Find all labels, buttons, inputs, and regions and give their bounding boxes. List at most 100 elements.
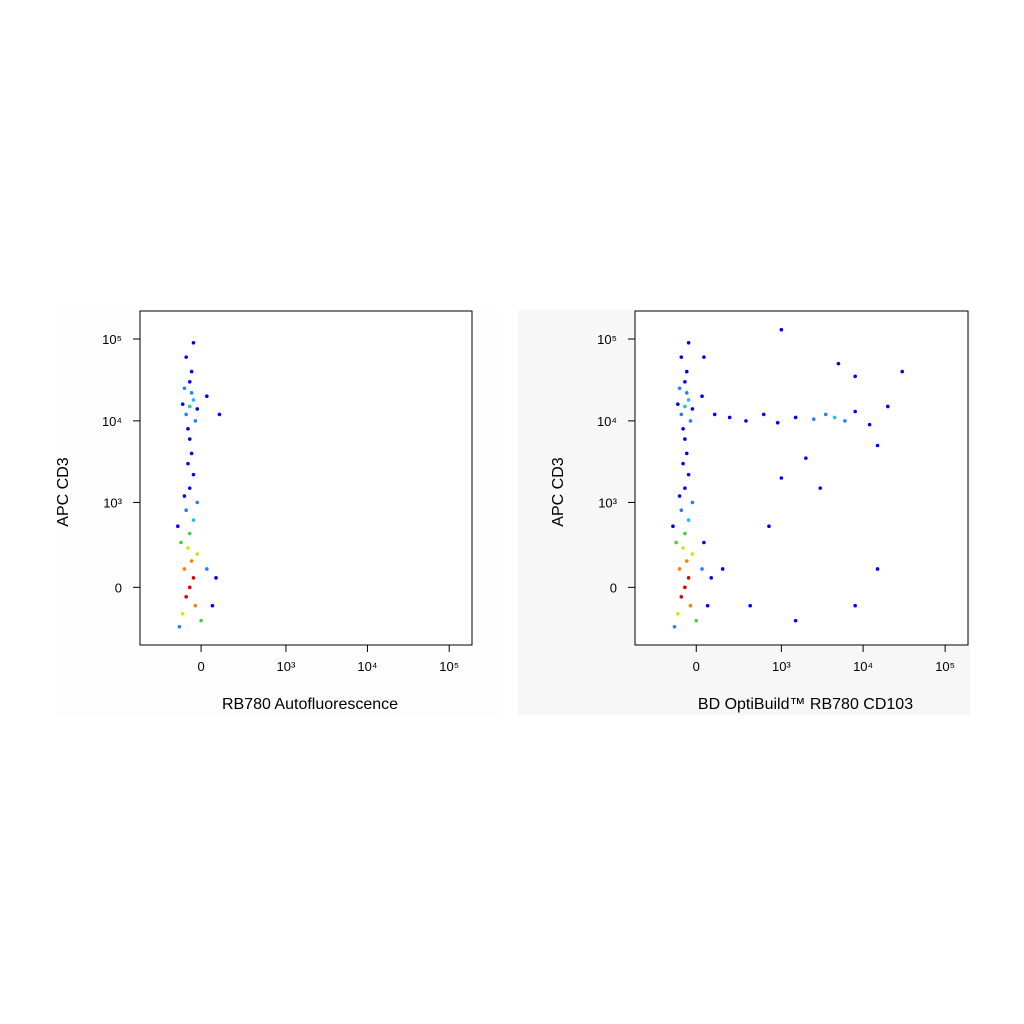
event-dot bbox=[677, 567, 682, 571]
event-dot bbox=[189, 559, 194, 563]
plot-frame bbox=[634, 310, 969, 646]
event-dot bbox=[677, 386, 682, 391]
event-dot bbox=[727, 415, 732, 420]
event-dot bbox=[683, 437, 687, 441]
x-tick-label: 10⁴ bbox=[357, 659, 377, 674]
event-dot bbox=[679, 355, 684, 359]
event-dot bbox=[189, 391, 194, 395]
event-dot bbox=[182, 567, 187, 571]
event-dot bbox=[184, 595, 188, 599]
event-dot bbox=[191, 576, 196, 580]
event-dot bbox=[677, 494, 682, 498]
event-dot bbox=[700, 567, 704, 571]
event-dot bbox=[191, 518, 196, 522]
event-dot bbox=[191, 472, 196, 477]
event-dot bbox=[674, 540, 678, 545]
y-tick-label: 10⁵ bbox=[102, 332, 122, 347]
event-dot bbox=[775, 420, 780, 425]
y-tick-label: 0 bbox=[610, 580, 617, 595]
event-dot bbox=[793, 415, 798, 420]
y-tick-label: 10⁴ bbox=[102, 414, 122, 429]
event-dot bbox=[186, 427, 190, 431]
event-dot bbox=[875, 567, 880, 571]
event-dot bbox=[210, 603, 215, 608]
event-dot bbox=[195, 552, 200, 556]
event-dot bbox=[694, 618, 699, 623]
event-dot bbox=[679, 595, 684, 599]
x-tick-label: 0 bbox=[693, 659, 700, 674]
event-dot bbox=[767, 524, 771, 529]
event-dot bbox=[823, 412, 828, 417]
event-dot bbox=[676, 611, 680, 616]
event-dot bbox=[686, 472, 691, 477]
event-dot bbox=[688, 419, 693, 423]
event-dot bbox=[193, 603, 198, 608]
event-dot bbox=[702, 540, 706, 545]
event-dot bbox=[686, 340, 691, 345]
y-tick-label: 10³ bbox=[103, 495, 122, 510]
x-tick-label: 10⁴ bbox=[853, 659, 873, 674]
y-tick-label: 0 bbox=[115, 580, 122, 595]
event-dot bbox=[186, 546, 190, 550]
event-dot bbox=[199, 618, 203, 623]
event-dot bbox=[189, 451, 194, 456]
x-axis-label: BD OptiBuild™ RB780 CD103 bbox=[698, 696, 913, 713]
event-dot bbox=[205, 567, 209, 571]
event-dot bbox=[205, 394, 209, 399]
y-axis-label: APC CD3 bbox=[550, 457, 567, 526]
event-dot bbox=[690, 407, 695, 411]
event-dot bbox=[191, 340, 196, 345]
event-dot bbox=[761, 412, 766, 417]
y-tick-label: 10⁵ bbox=[597, 332, 617, 347]
event-dot bbox=[686, 576, 691, 580]
event-dot bbox=[683, 404, 687, 409]
event-dot bbox=[179, 540, 183, 545]
event-dot bbox=[684, 369, 689, 374]
y-tick-label: 10³ bbox=[598, 495, 617, 510]
event-dot bbox=[720, 567, 725, 571]
event-dot bbox=[690, 552, 695, 556]
event-dot bbox=[217, 412, 222, 417]
event-dot bbox=[793, 618, 798, 623]
event-dot bbox=[182, 386, 187, 391]
event-dot bbox=[811, 417, 816, 421]
event-dot bbox=[684, 391, 689, 395]
event-dot bbox=[187, 486, 192, 490]
event-dot bbox=[690, 500, 695, 505]
event-dot bbox=[676, 402, 680, 406]
event-dot bbox=[867, 422, 872, 427]
event-dot bbox=[681, 546, 685, 550]
y-tick-label: 10⁴ bbox=[597, 414, 617, 429]
event-dot bbox=[712, 412, 717, 417]
event-dot bbox=[189, 369, 194, 374]
event-dot bbox=[779, 476, 784, 480]
event-dot bbox=[214, 576, 218, 580]
event-dot bbox=[684, 451, 689, 456]
event-dot bbox=[818, 486, 823, 490]
x-tick-label: 10³ bbox=[772, 659, 791, 674]
event-dot bbox=[180, 402, 185, 406]
event-dot bbox=[702, 355, 706, 359]
event-dot bbox=[853, 603, 857, 608]
event-dot bbox=[804, 456, 808, 460]
event-dot bbox=[176, 524, 180, 529]
event-dot bbox=[679, 508, 684, 512]
x-tick-label: 10⁵ bbox=[439, 659, 459, 674]
event-dot bbox=[177, 624, 182, 629]
event-dot bbox=[700, 394, 704, 399]
event-dot bbox=[683, 486, 687, 490]
event-dot bbox=[679, 412, 684, 417]
event-dot bbox=[683, 585, 687, 590]
event-dot bbox=[184, 508, 188, 512]
event-dot bbox=[681, 461, 685, 466]
event-dot bbox=[191, 398, 196, 402]
event-dot bbox=[182, 494, 187, 498]
event-dot bbox=[683, 380, 687, 384]
event-dot bbox=[681, 427, 685, 431]
event-dot bbox=[184, 355, 188, 359]
event-dot bbox=[187, 531, 192, 536]
event-dot bbox=[187, 437, 192, 441]
event-dot bbox=[748, 603, 753, 608]
event-dot bbox=[832, 415, 837, 420]
